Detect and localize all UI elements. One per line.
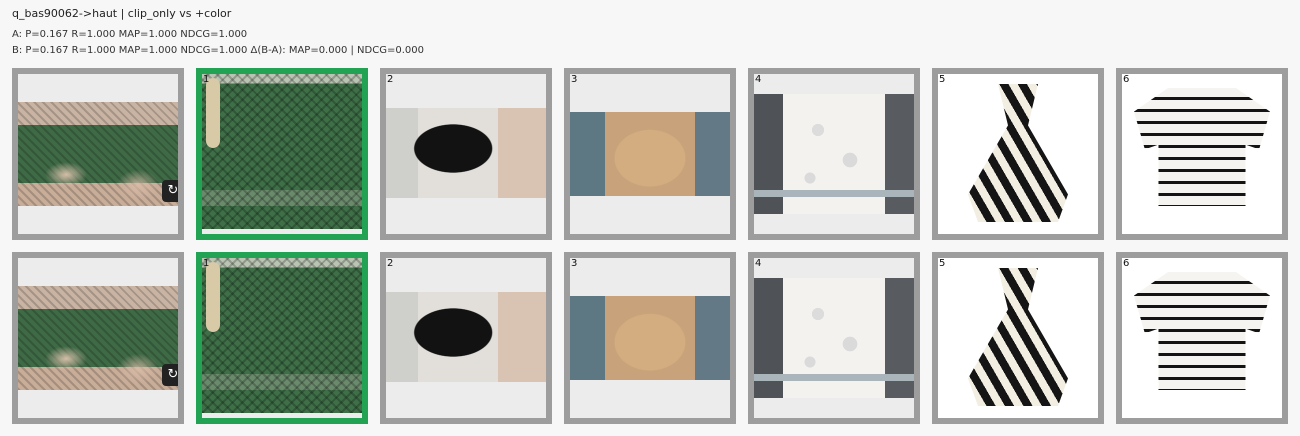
result-a-1[interactable]: 1 <box>196 68 368 240</box>
result-a-5[interactable]: 5 <box>932 68 1104 240</box>
result-b-5[interactable]: 5 <box>932 252 1104 424</box>
result-thumbnail <box>570 296 730 380</box>
metrics-b: B: P=0.167 R=1.000 MAP=1.000 NDCG=1.000 … <box>12 45 424 56</box>
result-thumbnail <box>938 258 1098 418</box>
result-thumbnail <box>386 108 546 198</box>
rank-label: 5 <box>939 74 946 85</box>
rank-label: 3 <box>571 258 578 269</box>
page-title: q_bas90062->haut | clip_only vs +color <box>12 7 232 20</box>
rotate-icon[interactable]: ↻ <box>162 364 178 386</box>
result-a-6[interactable]: 6 <box>1116 68 1288 240</box>
rank-label: 6 <box>1123 74 1130 85</box>
result-thumbnail <box>570 112 730 196</box>
result-b-4[interactable]: 4 <box>748 252 920 424</box>
query-thumbnail <box>18 102 178 206</box>
result-b-3[interactable]: 3 <box>564 252 736 424</box>
result-thumbnail <box>754 278 914 398</box>
rank-label: 1 <box>203 258 210 269</box>
result-thumbnail <box>202 74 362 229</box>
rank-label: 2 <box>387 258 394 269</box>
query-thumbnail <box>18 286 178 390</box>
result-thumbnail <box>202 258 362 413</box>
result-b-1[interactable]: 1 <box>196 252 368 424</box>
rotate-icon[interactable]: ↻ <box>162 180 178 202</box>
result-a-3[interactable]: 3 <box>564 68 736 240</box>
rank-label: 4 <box>755 74 762 85</box>
result-thumbnail <box>938 74 1098 234</box>
rank-label: 1 <box>203 74 210 85</box>
result-thumbnail <box>386 292 546 382</box>
rank-label: 4 <box>755 258 762 269</box>
rank-label: 2 <box>387 74 394 85</box>
metrics-a: A: P=0.167 R=1.000 MAP=1.000 NDCG=1.000 <box>12 29 248 40</box>
result-a-2[interactable]: 2 <box>380 68 552 240</box>
result-thumbnail <box>1122 74 1282 234</box>
rank-label: 3 <box>571 74 578 85</box>
result-thumbnail <box>754 94 914 214</box>
result-a-4[interactable]: 4 <box>748 68 920 240</box>
query-image-b[interactable]: ↻ <box>12 252 184 424</box>
result-b-2[interactable]: 2 <box>380 252 552 424</box>
query-image-a[interactable]: ↻ <box>12 68 184 240</box>
result-thumbnail <box>1122 258 1282 418</box>
rank-label: 5 <box>939 258 946 269</box>
rank-label: 6 <box>1123 258 1130 269</box>
result-b-6[interactable]: 6 <box>1116 252 1288 424</box>
